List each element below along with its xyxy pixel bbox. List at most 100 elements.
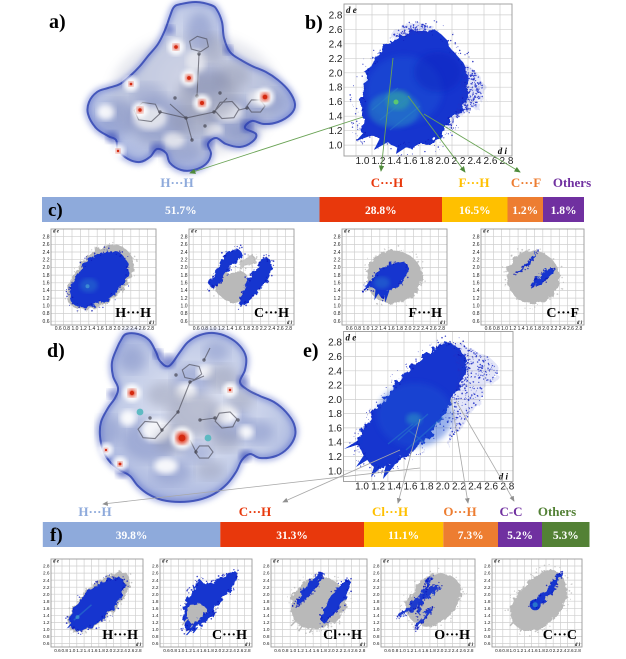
svg-text:0.6: 0.6 (473, 319, 480, 325)
svg-text:1.8: 1.8 (429, 648, 436, 653)
svg-text:1.2: 1.2 (80, 326, 87, 332)
svg-text:2.0: 2.0 (405, 326, 412, 332)
svg-text:2.8: 2.8 (359, 648, 366, 653)
svg-text:0.6: 0.6 (181, 319, 188, 325)
svg-text:0.6: 0.6 (152, 641, 159, 646)
svg-text:1.8: 1.8 (373, 599, 380, 604)
svg-text:a): a) (49, 11, 66, 33)
svg-text:1.2: 1.2 (371, 326, 378, 332)
svg-text:2.4: 2.4 (181, 250, 188, 256)
svg-text:d i: d i (245, 643, 251, 648)
svg-text:1.4: 1.4 (387, 482, 401, 493)
svg-text:1.0: 1.0 (43, 627, 50, 632)
svg-text:2.4: 2.4 (328, 366, 342, 377)
svg-text:1.0: 1.0 (501, 326, 508, 332)
svg-text:1.6: 1.6 (328, 423, 342, 434)
svg-text:2.4: 2.4 (120, 648, 127, 653)
svg-text:b): b) (305, 12, 323, 34)
svg-text:1.8: 1.8 (152, 599, 159, 604)
svg-text:1.8: 1.8 (484, 599, 491, 604)
svg-text:F···H: F···H (458, 175, 489, 190)
svg-text:2.8: 2.8 (473, 234, 480, 240)
svg-text:2.4: 2.4 (468, 482, 482, 493)
svg-text:1.6: 1.6 (181, 281, 188, 287)
svg-text:0.8: 0.8 (171, 648, 178, 653)
svg-text:1.4: 1.4 (226, 326, 233, 332)
svg-text:2.6: 2.6 (334, 242, 341, 248)
svg-text:1.8: 1.8 (334, 273, 341, 279)
svg-text:1.0: 1.0 (373, 627, 380, 632)
svg-text:H···H: H···H (102, 628, 138, 643)
svg-text:d i: d i (440, 321, 446, 326)
svg-text:2.4: 2.4 (559, 326, 566, 332)
svg-text:0.6: 0.6 (384, 648, 391, 653)
svg-text:0.8: 0.8 (181, 311, 188, 317)
svg-text:1.0: 1.0 (210, 326, 217, 332)
svg-text:28.8%: 28.8% (365, 205, 397, 217)
svg-text:2.8: 2.8 (152, 564, 159, 569)
svg-text:1.4: 1.4 (518, 326, 525, 332)
svg-text:0.8: 0.8 (263, 634, 270, 639)
svg-text:2.4: 2.4 (268, 326, 275, 332)
svg-text:1.2: 1.2 (185, 648, 192, 653)
svg-text:C···F: C···F (546, 306, 579, 321)
svg-text:1.0: 1.0 (334, 304, 341, 310)
svg-text:d e: d e (494, 560, 501, 565)
svg-text:1.0: 1.0 (69, 648, 76, 653)
svg-text:1.4: 1.4 (484, 613, 491, 618)
svg-text:2.6: 2.6 (329, 25, 343, 36)
svg-text:1.4: 1.4 (88, 326, 95, 332)
svg-text:2.8: 2.8 (43, 564, 50, 569)
svg-text:1.0: 1.0 (290, 648, 297, 653)
svg-text:1.6: 1.6 (404, 482, 418, 493)
svg-text:d i: d i (287, 321, 293, 326)
svg-text:1.6: 1.6 (235, 326, 242, 332)
svg-text:2.0: 2.0 (436, 156, 450, 167)
svg-text:e): e) (303, 340, 319, 362)
svg-text:1.6: 1.6 (329, 97, 343, 108)
svg-text:2.2: 2.2 (452, 482, 466, 493)
svg-text:1.8: 1.8 (329, 83, 343, 94)
svg-text:1.6: 1.6 (200, 648, 207, 653)
svg-text:2.2: 2.2 (43, 258, 50, 264)
svg-text:1.6: 1.6 (43, 606, 50, 611)
svg-text:2.2: 2.2 (113, 648, 120, 653)
svg-text:1.8: 1.8 (181, 273, 188, 279)
svg-text:1.4: 1.4 (524, 648, 531, 653)
svg-text:1.8: 1.8 (43, 273, 50, 279)
svg-text:0.8: 0.8 (493, 326, 500, 332)
svg-text:5.2%: 5.2% (507, 530, 533, 542)
svg-text:2.2: 2.2 (336, 648, 343, 653)
svg-text:2.0: 2.0 (43, 592, 50, 597)
svg-text:11.1%: 11.1% (388, 530, 419, 542)
svg-text:0.6: 0.6 (163, 648, 170, 653)
svg-text:C···H: C···H (239, 504, 272, 519)
svg-text:1.8: 1.8 (320, 648, 327, 653)
svg-text:2.2: 2.2 (329, 54, 343, 65)
svg-text:1.0: 1.0 (510, 648, 517, 653)
svg-text:d i: d i (136, 643, 142, 648)
svg-text:1.6: 1.6 (91, 648, 98, 653)
svg-text:2.6: 2.6 (277, 326, 284, 332)
svg-text:0.8: 0.8 (43, 634, 50, 639)
svg-text:1.8: 1.8 (538, 648, 545, 653)
svg-text:0.6: 0.6 (55, 326, 62, 332)
svg-text:C···F: C···F (511, 175, 541, 190)
svg-text:2.2: 2.2 (260, 326, 267, 332)
svg-text:1.6: 1.6 (484, 606, 491, 611)
svg-text:1.2: 1.2 (334, 296, 341, 302)
svg-text:1.4: 1.4 (388, 156, 402, 167)
svg-text:2.4: 2.4 (344, 648, 351, 653)
svg-text:2.0: 2.0 (215, 648, 222, 653)
svg-text:1.8: 1.8 (243, 326, 250, 332)
svg-text:2.6: 2.6 (484, 571, 491, 576)
svg-text:d i: d i (468, 643, 474, 648)
svg-text:0.6: 0.6 (346, 326, 353, 332)
svg-text:2.8: 2.8 (181, 234, 188, 240)
svg-text:1.4: 1.4 (334, 288, 341, 294)
svg-text:2.6: 2.6 (139, 326, 146, 332)
svg-text:d i: d i (575, 643, 581, 648)
svg-text:2.4: 2.4 (473, 250, 480, 256)
svg-text:2.2: 2.2 (152, 585, 159, 590)
svg-text:1.6: 1.6 (97, 326, 104, 332)
